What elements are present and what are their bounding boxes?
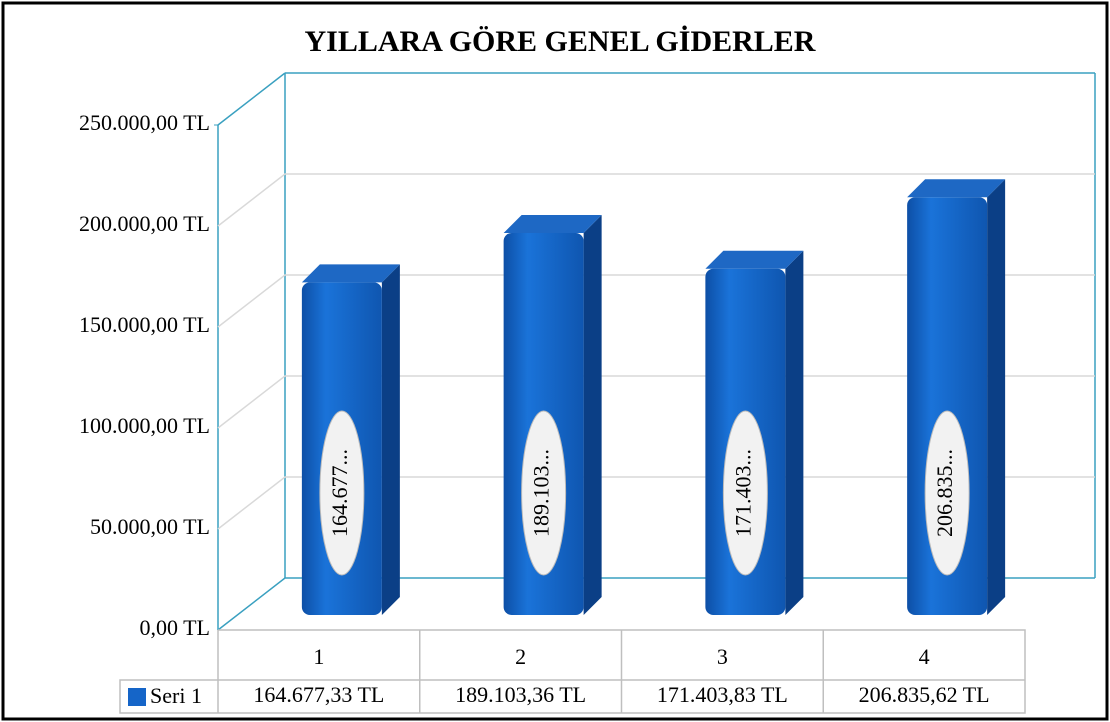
table-value: 171.403,83 TL: [657, 682, 788, 707]
grid-line: [217, 375, 1095, 429]
data-label-bg: [722, 410, 768, 576]
x-tick-label: 3: [717, 644, 728, 669]
y-tick-label: 250.000,00 TL: [79, 110, 210, 135]
table-value: 164.677,33 TL: [253, 682, 384, 707]
bar-side: [381, 264, 400, 615]
legend-swatch: [128, 688, 146, 706]
y-tick-label: 0,00 TL: [140, 615, 210, 640]
x-tick-label: 1: [313, 644, 324, 669]
data-label-bg: [521, 410, 567, 576]
grid-line: [217, 274, 1095, 328]
y-tick-label: 150.000,00 TL: [79, 312, 210, 337]
y-tick-label: 50.000,00 TL: [90, 514, 210, 539]
data-label-bg: [319, 410, 365, 576]
grid-line: [217, 173, 1095, 227]
side-wall-top: [217, 72, 286, 126]
bar-side: [583, 215, 602, 615]
data-label: 164.677...: [327, 449, 352, 537]
bar-top: [301, 264, 400, 283]
table-value: 206.835,62 TL: [859, 682, 990, 707]
floor-line: [217, 577, 1095, 631]
chart-title: YILLARA GÖRE GENEL GİDERLER: [305, 25, 816, 58]
data-label-bg: [924, 410, 970, 576]
y-tick-label: 200.000,00 TL: [79, 211, 210, 236]
table-lines: [119, 629, 1026, 714]
data-label: 206.835...: [932, 449, 957, 537]
data-label: 171.403...: [730, 449, 755, 537]
x-tick-label: 4: [919, 644, 930, 669]
x-tick-label: 2: [515, 644, 526, 669]
grid-line: [217, 476, 1095, 530]
data-label: 189.103...: [529, 449, 554, 537]
bar-top: [503, 215, 602, 234]
bar-top: [705, 250, 804, 269]
y-tick-label: 100.000,00 TL: [79, 413, 210, 438]
legend-label: Seri 1: [150, 683, 202, 708]
table-value: 189.103,36 TL: [455, 682, 586, 707]
bar-side: [987, 179, 1006, 615]
bar-side: [785, 250, 804, 615]
bar-top: [907, 179, 1006, 198]
